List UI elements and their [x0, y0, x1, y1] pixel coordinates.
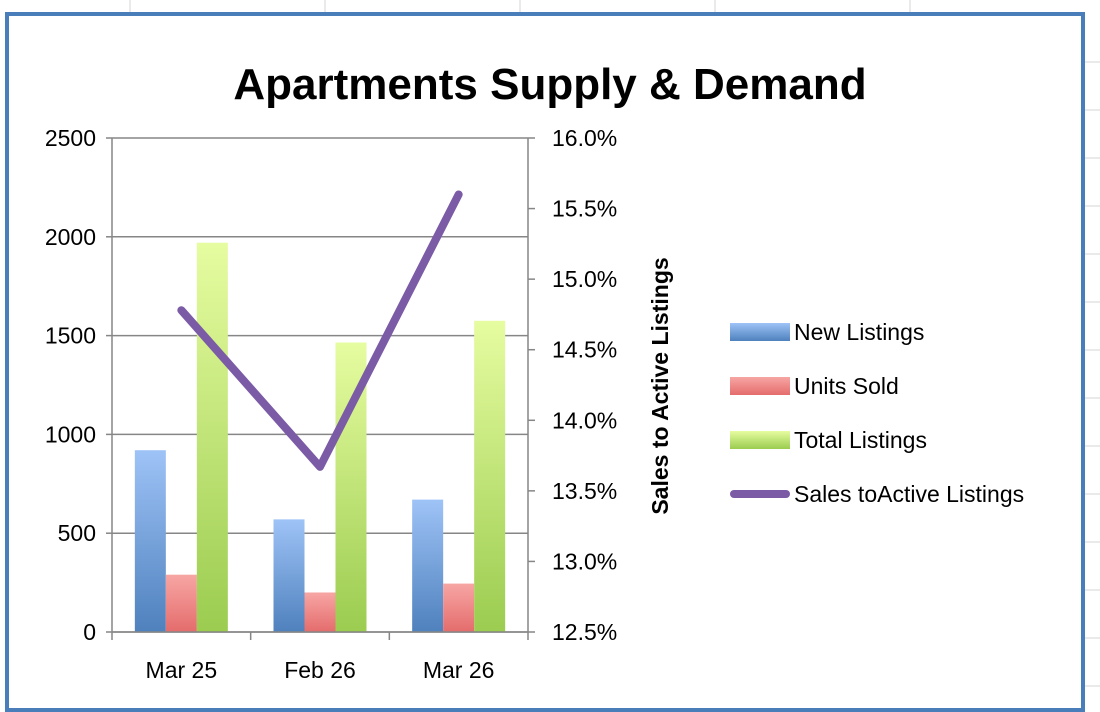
x-tick-label: Mar 26	[423, 657, 495, 683]
bar-total-listings	[474, 320, 506, 632]
legend: New Listings Units Sold Total Listings Sale…	[730, 305, 1024, 521]
legend-swatch	[730, 431, 790, 449]
legend-label: New Listings	[794, 318, 925, 345]
y-left-tick-label: 0	[83, 619, 96, 645]
bar-new-listings	[134, 450, 166, 632]
y-left-tick-label: 2000	[45, 224, 96, 250]
gridlines	[112, 137, 528, 633]
bar-new-listings	[412, 499, 444, 632]
line-sales-to-active-listings	[177, 190, 463, 471]
y-right-tick-label: 15.5%	[552, 196, 617, 222]
x-tick-label: Feb 26	[284, 657, 356, 683]
x-tick-label: Mar 25	[146, 657, 218, 683]
bar-total-listings	[196, 242, 228, 632]
y-left-tick-label: 1000	[45, 421, 96, 447]
legend-label: Sales toActive Listings	[794, 480, 1025, 507]
y-right-axis-label: Sales to Active Listings	[647, 257, 673, 514]
legend-item: Sales toActive Listings	[730, 467, 1024, 521]
legend-label: Total Listings	[794, 426, 927, 453]
y-left-tick-label: 1500	[45, 323, 96, 349]
chart-title: Apartments Supply & Demand	[233, 60, 867, 109]
y-right-tick-label: 15.0%	[552, 266, 617, 292]
bar-new-listings	[273, 519, 305, 632]
legend-swatch	[730, 377, 790, 395]
legend-item: Total Listings	[730, 413, 1024, 467]
y-right-tick-label: 13.0%	[552, 548, 617, 574]
legend-item: Units Sold	[730, 359, 1024, 413]
legend-swatch	[730, 323, 790, 341]
legend-label: Units Sold	[794, 372, 899, 399]
bar-units-sold	[304, 592, 336, 632]
bars	[134, 242, 506, 632]
y-left-tick-label: 2500	[45, 125, 96, 151]
y-right-tick-label: 14.5%	[552, 337, 617, 363]
y-right-tick-label: 16.0%	[552, 125, 617, 151]
bar-units-sold	[443, 583, 475, 632]
legend-item: New Listings	[730, 305, 1024, 359]
y-right-tick-label: 12.5%	[552, 619, 617, 645]
line-series	[177, 190, 463, 471]
y-right-tick-label: 14.0%	[552, 407, 617, 433]
legend-swatch	[730, 490, 790, 498]
bar-units-sold	[165, 574, 197, 632]
axes: 0 500 1000 1500 2000 2500 12.5% 13.0% 13.5% 14.0%…	[45, 125, 617, 683]
y-right-tick-label: 13.5%	[552, 478, 617, 504]
y-left-tick-label: 500	[58, 520, 96, 546]
